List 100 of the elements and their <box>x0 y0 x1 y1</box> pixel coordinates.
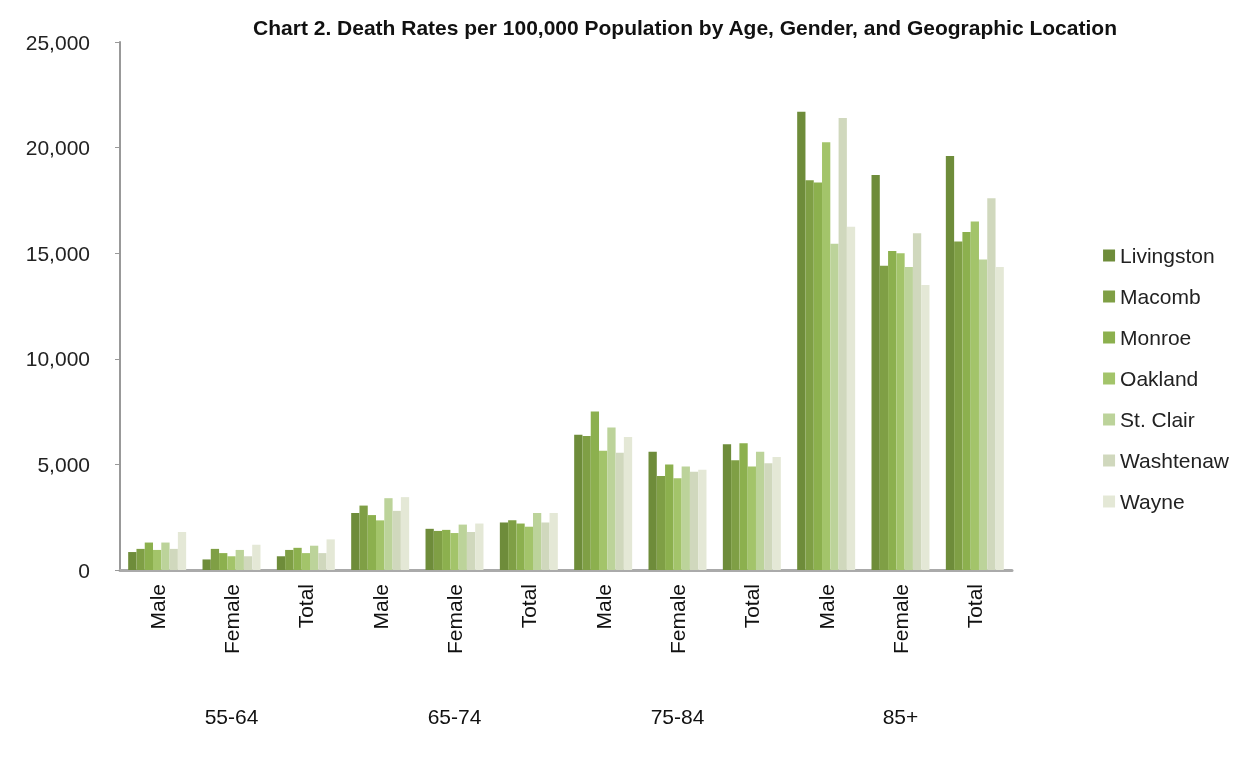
bar <box>136 548 145 570</box>
bar <box>698 469 707 570</box>
chart-title: Chart 2. Death Rates per 100,000 Population by Age, Gender, and Geographic Location <box>253 16 1117 39</box>
bar <box>830 243 839 570</box>
bar <box>665 464 674 570</box>
bar <box>144 542 154 570</box>
bar <box>516 523 525 570</box>
bar <box>532 512 542 570</box>
bar <box>755 451 765 570</box>
x-tick-label: Female <box>666 584 689 655</box>
bar <box>161 542 170 570</box>
bar <box>822 142 831 570</box>
bar <box>458 524 467 570</box>
bar <box>764 463 773 570</box>
bar <box>376 520 385 570</box>
x-tick-label: Female <box>220 584 243 655</box>
bar <box>599 450 608 570</box>
bar <box>442 529 451 570</box>
bar <box>351 512 360 570</box>
bar <box>499 522 509 570</box>
legend-label: St. Clair <box>1120 408 1195 431</box>
bar <box>293 547 302 570</box>
bar <box>367 515 377 570</box>
bar <box>987 198 996 570</box>
bar <box>921 284 930 570</box>
legend-label: Wayne <box>1120 490 1185 513</box>
bar <box>896 253 905 570</box>
bar <box>235 549 244 570</box>
bar <box>747 466 756 570</box>
bar <box>838 118 847 570</box>
bar <box>128 552 137 570</box>
y-tick-label: 5,000 <box>37 452 90 476</box>
bar <box>772 457 781 570</box>
bar <box>549 512 558 570</box>
bar <box>524 526 533 570</box>
bar <box>400 497 410 570</box>
bar <box>219 553 228 570</box>
bar <box>582 435 591 570</box>
bar <box>912 233 922 570</box>
x-tick-label: Female <box>889 584 912 655</box>
x-tick-label: Male <box>591 584 615 630</box>
bar <box>656 476 666 570</box>
bar <box>202 559 211 570</box>
bar <box>425 528 434 570</box>
text: 75-84 <box>650 705 705 728</box>
bar <box>813 182 823 570</box>
bar <box>673 478 682 570</box>
bar <box>623 436 633 570</box>
x-tick-label: Total <box>294 584 318 629</box>
bar <box>879 265 889 570</box>
text: 65-74 <box>427 705 482 728</box>
y-tick-label: 10,000 <box>25 347 90 371</box>
y-tick-label: 20,000 <box>25 136 90 160</box>
bar <box>169 548 178 570</box>
bar <box>326 539 335 570</box>
y-tick-label: 25,000 <box>25 30 90 54</box>
bar <box>541 522 550 570</box>
bar <box>954 241 963 570</box>
bar <box>722 444 732 570</box>
bar <box>384 498 393 570</box>
bar <box>301 553 310 570</box>
x-tick-label: Total <box>517 584 541 629</box>
x-tick-label: Total <box>963 584 987 629</box>
bar <box>607 427 616 570</box>
bar <box>888 251 897 570</box>
bar <box>871 175 880 570</box>
bar <box>904 266 913 570</box>
x-tick-label: Male <box>145 584 169 630</box>
legend-label: Oakland <box>1120 367 1199 390</box>
bar <box>805 180 814 570</box>
text: 55-64 <box>204 705 259 728</box>
bar <box>689 471 699 570</box>
y-tick-label: 0 <box>78 558 90 582</box>
bar <box>590 411 600 570</box>
x-tick-label: Total <box>740 584 764 629</box>
bar <box>945 156 955 570</box>
bar <box>227 556 236 570</box>
x-tick-label: Female <box>443 584 466 655</box>
bar <box>475 523 484 570</box>
legend-label: Livingston <box>1120 244 1215 267</box>
bar <box>450 533 459 570</box>
text: 85+ <box>882 705 919 728</box>
bar <box>731 460 740 570</box>
bar <box>648 451 657 570</box>
bar <box>210 548 220 570</box>
bar <box>466 531 476 570</box>
bar <box>309 545 319 570</box>
bar <box>508 520 517 570</box>
bar <box>359 505 368 570</box>
x-tick-label: Male <box>368 584 392 630</box>
legend-label: Washtenaw <box>1120 449 1230 472</box>
bar <box>797 111 806 570</box>
bar <box>574 434 583 570</box>
x-tick-label: Male <box>814 584 838 630</box>
bar <box>739 443 748 570</box>
bar <box>962 232 971 570</box>
legend-label: Monroe <box>1120 326 1192 349</box>
bar <box>392 510 401 570</box>
bar <box>970 221 979 570</box>
bar <box>285 549 294 570</box>
